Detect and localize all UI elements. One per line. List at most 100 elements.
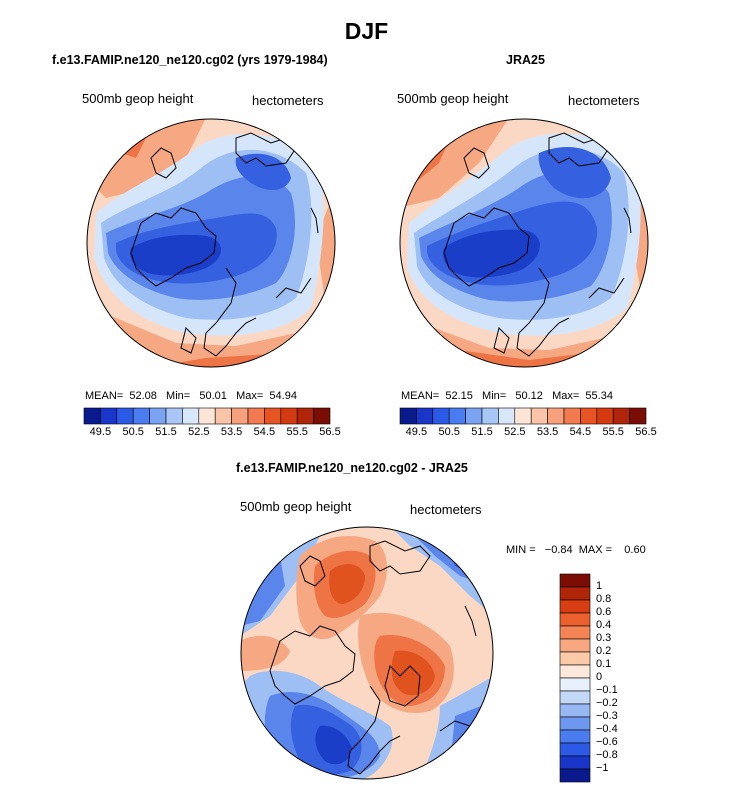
colorbar-tick-label: 51.5 (155, 426, 177, 438)
panel-1-min-value: 50.01 (199, 390, 227, 402)
colorbar-tick-label: −0.8 (596, 749, 618, 761)
colorbar-tick-label: 0.1 (596, 658, 612, 670)
panel-1-polar-map (86, 118, 336, 368)
colorbar-tick-label: −1 (596, 762, 609, 774)
colorbar-swatch (612, 407, 630, 425)
colorbar-swatch (448, 407, 466, 425)
colorbar-tick-label: 52.5 (188, 426, 210, 438)
colorbar-swatch (559, 638, 591, 653)
colorbar-swatch (547, 407, 565, 425)
colorbar-tick-label: −0.4 (596, 723, 618, 735)
colorbar-swatch (132, 407, 150, 425)
colorbar-swatch (580, 407, 598, 425)
panel-1-colorbar-labels: 49.5 50.5 51.5 52.5 53.5 54.5 55.5 56.5 (84, 426, 341, 440)
colorbar-swatch (198, 407, 216, 425)
colorbar-tick-label: −0.3 (596, 710, 618, 722)
panel-1-max-value: 54.94 (269, 390, 297, 402)
colorbar-swatch (559, 586, 591, 601)
diff-panel-minmax: MIN = −0.84 MAX = 0.60 (506, 544, 646, 556)
colorbar-tick-label: 0.8 (596, 593, 612, 605)
panel-1-max-label: Max= (236, 390, 264, 402)
colorbar-tick-label: 51.5 (471, 426, 493, 438)
colorbar-tick-label: 50.5 (122, 426, 144, 438)
colorbar-swatch (559, 625, 591, 640)
colorbar-tick-label: 49.5 (89, 426, 112, 438)
colorbar-swatch (559, 729, 591, 744)
colorbar-swatch (559, 703, 591, 718)
panel-2-max-label: Max= (552, 390, 580, 402)
panel-1-colorbar (83, 407, 331, 425)
colorbar-swatch (563, 407, 581, 425)
panel-2-mean-value: 52.15 (445, 390, 473, 402)
colorbar-tick-label: 49.5 (405, 426, 428, 438)
panel-2-variable-label: 500mb geop height (397, 91, 509, 106)
panel-2-max-value: 55.34 (585, 390, 613, 402)
colorbar-tick-label: −0.6 (596, 736, 618, 748)
colorbar-swatch (498, 407, 516, 425)
colorbar-swatch (559, 768, 591, 783)
colorbar-tick-label: 53.5 (536, 426, 559, 438)
colorbar-swatch (481, 407, 499, 425)
colorbar-swatch (559, 612, 591, 627)
colorbar-swatch (629, 407, 647, 425)
colorbar-tick-label: 50.5 (438, 426, 460, 438)
panel-2-colorbar-labels: 49.5 50.5 51.5 52.5 53.5 54.5 55.5 56.5 (400, 426, 657, 440)
colorbar-tick-label: 55.5 (286, 426, 308, 438)
colorbar-tick-label: 54.5 (569, 426, 592, 438)
colorbar-swatch (399, 407, 417, 425)
colorbar-tick-label: 53.5 (220, 426, 243, 438)
panel-1-min-label: Min= (166, 390, 191, 402)
diff-colorbar (559, 573, 591, 783)
colorbar-swatch (100, 407, 118, 425)
colorbar-swatch (596, 407, 614, 425)
colorbar-swatch (559, 742, 591, 757)
colorbar-swatch (264, 407, 282, 425)
colorbar-swatch (116, 407, 134, 425)
colorbar-swatch (559, 664, 591, 679)
panel-1-mean-value: 52.08 (129, 390, 157, 402)
colorbar-tick-label: 0.2 (596, 645, 612, 657)
colorbar-swatch (559, 716, 591, 731)
colorbar-swatch (559, 573, 591, 588)
colorbar-tick-label: −0.1 (596, 684, 618, 696)
panel-1-stats: MEAN= 52.08 Min= 50.01 Max= 54.94 (85, 390, 297, 402)
colorbar-swatch (432, 407, 450, 425)
colorbar-swatch (559, 651, 591, 666)
colorbar-swatch (182, 407, 200, 425)
colorbar-tick-label: 54.5 (253, 426, 276, 438)
colorbar-tick-label: 56.5 (319, 426, 341, 438)
colorbar-swatch (247, 407, 265, 425)
panel-2-min-label: Min= (482, 390, 507, 402)
colorbar-tick-label: 0.4 (596, 619, 612, 631)
colorbar-swatch (83, 407, 101, 425)
panel-1-mean-label: MEAN= (85, 390, 124, 402)
panel-1-units-label: hectometers (252, 93, 324, 108)
panel-2-colorbar (399, 407, 647, 425)
figure-title: DJF (344, 18, 389, 44)
panel-2-polar-map (399, 118, 649, 368)
colorbar-swatch (231, 407, 249, 425)
colorbar-swatch (214, 407, 232, 425)
colorbar-swatch (165, 407, 183, 425)
colorbar-swatch (296, 407, 314, 425)
colorbar-tick-label: 0 (596, 671, 603, 683)
panel-1-variable-label: 500mb geop height (82, 91, 194, 106)
colorbar-swatch (559, 690, 591, 705)
colorbar-swatch (280, 407, 298, 425)
colorbar-swatch (559, 677, 591, 692)
diff-panel-variable-label: 500mb geop height (240, 499, 352, 514)
colorbar-swatch (559, 755, 591, 770)
colorbar-tick-label: 52.5 (504, 426, 526, 438)
colorbar-tick-label: 56.5 (635, 426, 657, 438)
colorbar-swatch (514, 407, 532, 425)
colorbar-swatch (465, 407, 483, 425)
panel-2-title: JRA25 (506, 53, 545, 67)
panel-2-units-label: hectometers (568, 93, 640, 108)
panel-2-min-value: 50.12 (515, 390, 543, 402)
colorbar-swatch (149, 407, 167, 425)
diff-polar-map (240, 526, 494, 780)
panel-2-mean-label: MEAN= (401, 390, 440, 402)
colorbar-tick-label: −0.2 (596, 697, 618, 709)
diff-panel-title: f.e13.FAMIP.ne120_ne120.cg02 - JRA25 (236, 461, 468, 475)
colorbar-swatch (416, 407, 434, 425)
